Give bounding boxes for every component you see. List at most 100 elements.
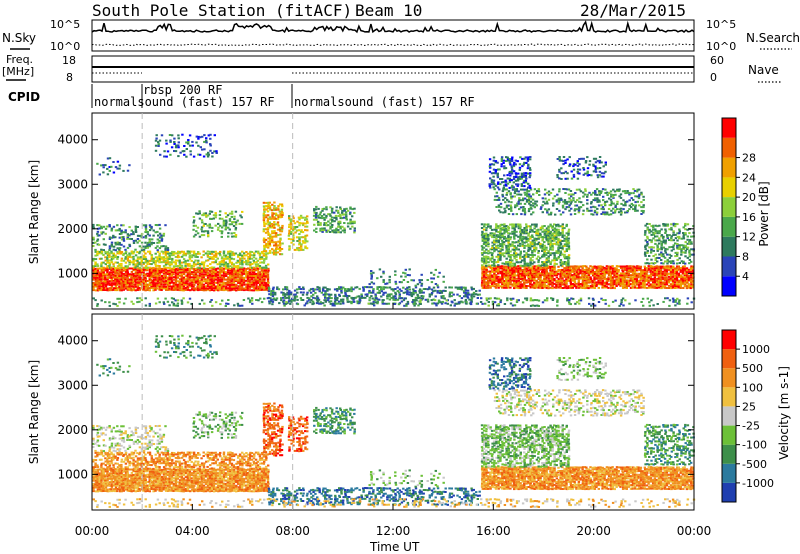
power-cell: [537, 264, 540, 267]
power-cell: [428, 295, 431, 298]
power-cell: [188, 250, 191, 253]
power-cell: [269, 208, 272, 211]
power-cell: [356, 300, 359, 303]
power-cell: [281, 205, 284, 208]
power-cell: [245, 254, 248, 257]
power-cell: [239, 266, 242, 269]
power-cell: [537, 278, 540, 281]
power-cell: [181, 255, 184, 258]
power-cell: [495, 276, 498, 279]
power-cell: [483, 265, 486, 268]
power-cell: [197, 278, 200, 281]
power-cell: [398, 297, 401, 300]
power-cell: [136, 267, 140, 270]
power-cell: [299, 297, 303, 300]
power-cell: [126, 234, 129, 237]
power-cell: [171, 134, 174, 137]
power-cell: [210, 218, 213, 220]
power-cell: [277, 288, 281, 291]
power-cell: [607, 276, 610, 279]
power-cell: [503, 272, 506, 275]
power-cell: [351, 222, 354, 225]
power-cell: [324, 291, 327, 294]
power-cell: [212, 271, 215, 274]
power-cell: [230, 276, 234, 279]
power-cell: [677, 265, 680, 268]
power-cell: [138, 267, 141, 270]
power-cell: [495, 228, 498, 231]
power-cell: [269, 237, 272, 240]
power-cell: [196, 212, 200, 215]
power-cell: [128, 243, 131, 246]
power-cell: [424, 298, 427, 301]
power-cell: [459, 286, 462, 289]
power-cell: [168, 280, 171, 282]
power-cell: [180, 261, 184, 264]
power-cell: [110, 271, 113, 274]
power-cell: [481, 265, 484, 268]
power-cell: [189, 282, 192, 285]
power-cell: [299, 291, 303, 294]
power-cell: [146, 263, 149, 266]
power-cell: [539, 283, 542, 286]
power-cell: [106, 167, 109, 170]
power-cell: [108, 225, 111, 228]
power-cell: [339, 225, 342, 228]
power-cell: [192, 216, 196, 218]
power-cell: [537, 230, 540, 233]
power-cell: [533, 188, 537, 191]
power-cell: [493, 258, 496, 261]
power-cell: [106, 271, 109, 273]
power-cell: [234, 234, 238, 236]
power-cell: [102, 266, 105, 269]
power-cell: [108, 157, 112, 160]
power-cell: [206, 273, 210, 275]
power-cell: [176, 273, 180, 276]
power-cell: [191, 287, 194, 290]
power-cell: [173, 143, 176, 145]
power-cell: [341, 209, 344, 212]
power-cell: [343, 289, 347, 292]
power-cell: [315, 298, 319, 301]
power-cell: [234, 266, 238, 269]
power-cell: [339, 222, 342, 225]
power-cell: [272, 232, 276, 234]
power-cell: [249, 285, 252, 288]
power-cell: [296, 248, 299, 251]
power-cell: [483, 278, 486, 281]
power-cell: [198, 267, 201, 270]
power-cell: [539, 244, 542, 247]
power-cell: [268, 201, 271, 204]
power-cell: [102, 276, 105, 279]
power-cell: [519, 286, 522, 289]
power-cell: [273, 201, 276, 204]
power-cell: [253, 279, 256, 282]
power-cell: [177, 134, 180, 137]
power-cell: [683, 265, 686, 268]
power-cell: [541, 261, 544, 263]
power-cell: [260, 283, 264, 286]
power-cell: [306, 300, 309, 303]
power-cell: [545, 277, 548, 280]
power-cell: [134, 254, 138, 257]
power-cell: [269, 217, 272, 220]
power-cell: [156, 250, 160, 253]
power-cell: [112, 283, 116, 286]
power-cell: [382, 270, 385, 273]
power-cell: [380, 290, 384, 293]
power-cell: [96, 243, 99, 246]
power-cell: [567, 239, 570, 242]
power-cell: [134, 276, 137, 279]
power-cell: [184, 287, 188, 289]
power-cell: [497, 279, 500, 282]
power-cell: [118, 271, 122, 274]
power-cell: [212, 279, 216, 282]
power-cell: [265, 205, 268, 207]
power-cell: [390, 296, 393, 299]
power-cell: [202, 273, 206, 276]
power-cell: [621, 269, 624, 272]
power-cell: [118, 278, 122, 281]
power-cell: [561, 230, 564, 233]
power-cell: [549, 280, 552, 282]
power-cell: [270, 290, 273, 292]
